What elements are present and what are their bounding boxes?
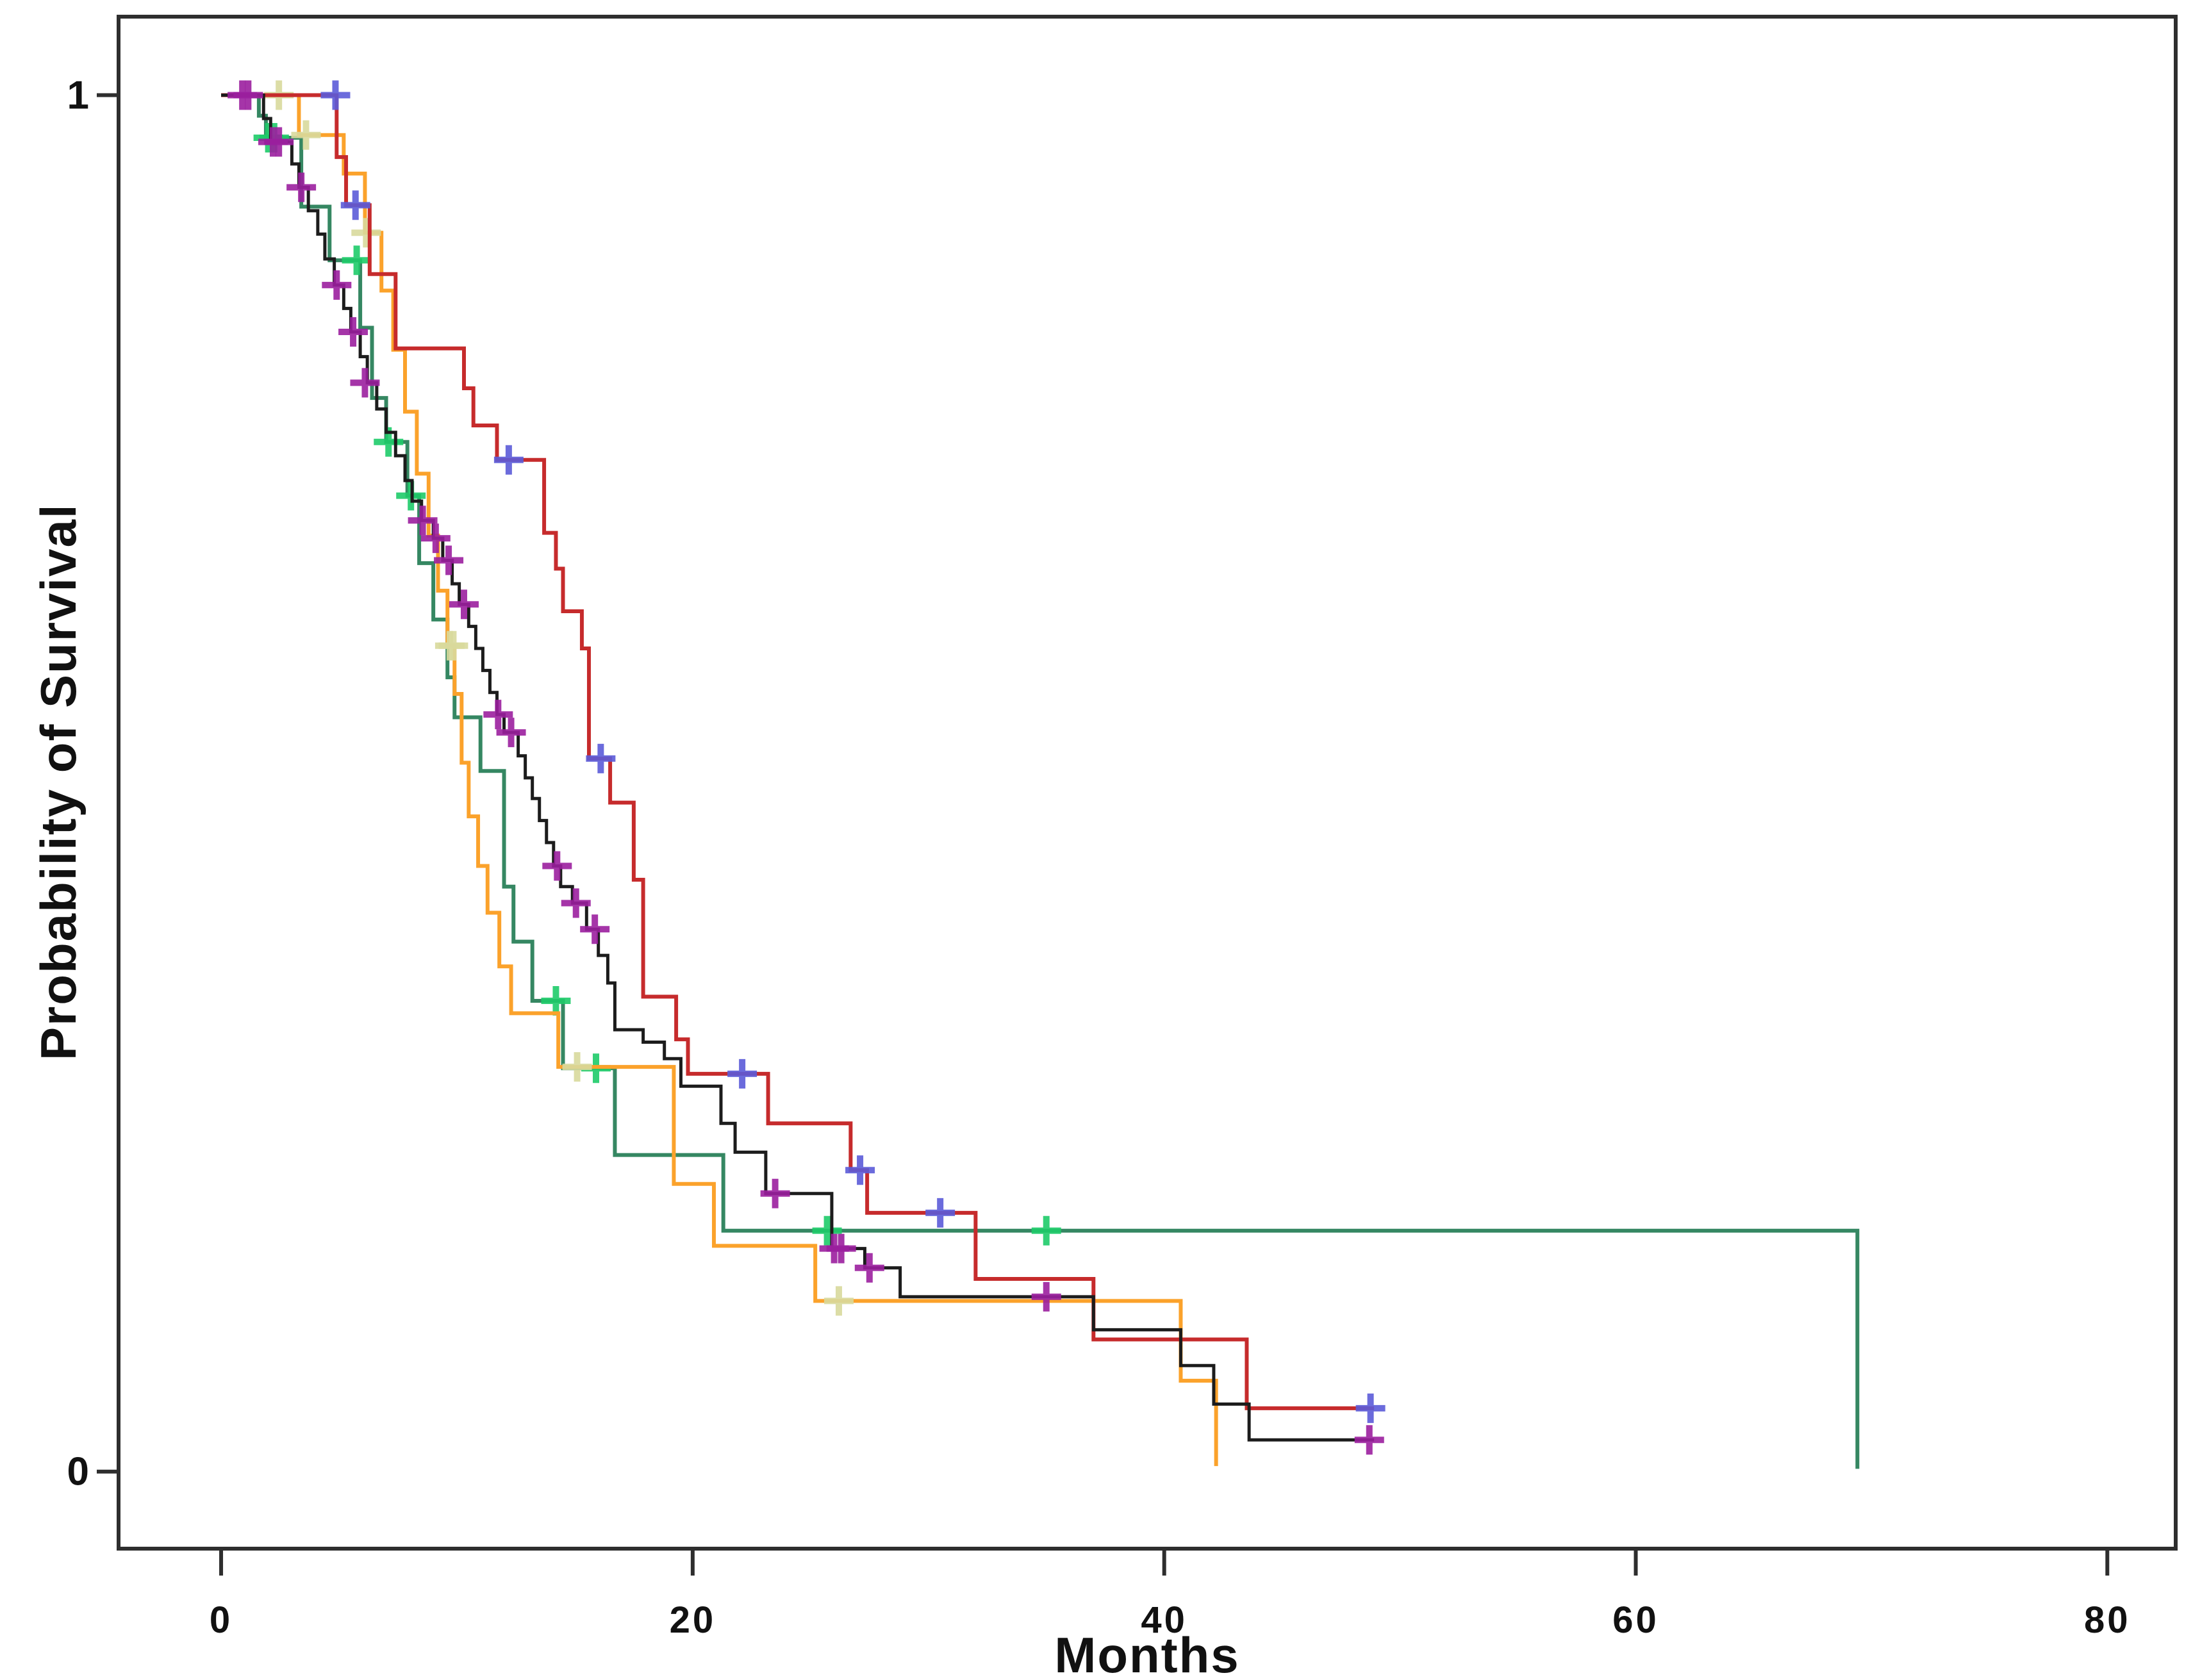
censor-mark-cohort-black [826, 1233, 856, 1264]
survival-curve-cohort-green [221, 93, 1860, 1469]
censor-mark-cohort-red [727, 1058, 757, 1089]
censor-mark-cohort-black [338, 317, 368, 347]
censor-mark-cohort-red [586, 743, 616, 773]
x-tick-label-80: 80 [2084, 1599, 2131, 1641]
censor-mark-cohort-black [434, 545, 464, 575]
x-tick-label-0: 0 [210, 1599, 233, 1641]
censor-mark-cohort-black [496, 718, 526, 748]
censor-mark-cohort-red [320, 80, 351, 110]
y-tick-label-1: 1 [67, 73, 89, 117]
x-axis-title: Months [1054, 1627, 1240, 1680]
x-tick-label-40: 40 [1141, 1599, 1188, 1641]
y-tick-label-0: 0 [67, 1450, 89, 1494]
censor-mark-cohort-black [483, 700, 513, 730]
censor-mark-cohort-black [760, 1178, 790, 1208]
censor-mark-cohort-red [925, 1198, 956, 1228]
censor-mark-cohort-orange [438, 630, 468, 661]
censor-mark-cohort-black [1031, 1281, 1061, 1312]
censor-mark-cohort-black [233, 80, 263, 110]
y-axis-title: Probability of Survival [30, 503, 87, 1060]
censor-mark-cohort-black [561, 888, 591, 918]
censor-mark-cohort-black [264, 127, 294, 157]
censor-mark-cohort-green [812, 1215, 842, 1246]
censor-mark-cohort-green [342, 245, 372, 276]
censor-mark-cohort-green [541, 986, 571, 1016]
censor-mark-cohort-orange [291, 120, 321, 150]
survival-curve-cohort-red [221, 93, 1375, 1410]
censor-mark-cohort-black [580, 914, 610, 944]
censor-mark-cohort-black [420, 523, 451, 554]
censor-mark-cohort-red [845, 1155, 875, 1185]
survival-curve-cohort-orange [221, 93, 1218, 1467]
censor-mark-cohort-orange [823, 1286, 854, 1316]
x-tick-label-20: 20 [670, 1599, 716, 1641]
censor-mark-cohort-red [1355, 1393, 1386, 1423]
censor-mark-cohort-black [449, 589, 479, 620]
censor-mark-cohort-black [322, 270, 352, 300]
censor-mark-cohort-red [493, 445, 524, 475]
censor-mark-cohort-black [542, 851, 572, 881]
censor-mark-cohort-black [408, 506, 438, 536]
censor-mark-cohort-green [1031, 1215, 1061, 1246]
plot-frame [117, 15, 2178, 1551]
censor-mark-cohort-orange [562, 1052, 592, 1082]
censor-mark-cohort-black [1354, 1425, 1384, 1455]
censor-mark-cohort-orange [351, 218, 381, 248]
censor-mark-cohort-black [854, 1253, 884, 1283]
censor-mark-cohort-black [286, 172, 317, 202]
censor-mark-cohort-black [350, 368, 380, 398]
x-tick-label-60: 60 [1612, 1599, 1659, 1641]
censor-mark-cohort-red [340, 190, 370, 220]
